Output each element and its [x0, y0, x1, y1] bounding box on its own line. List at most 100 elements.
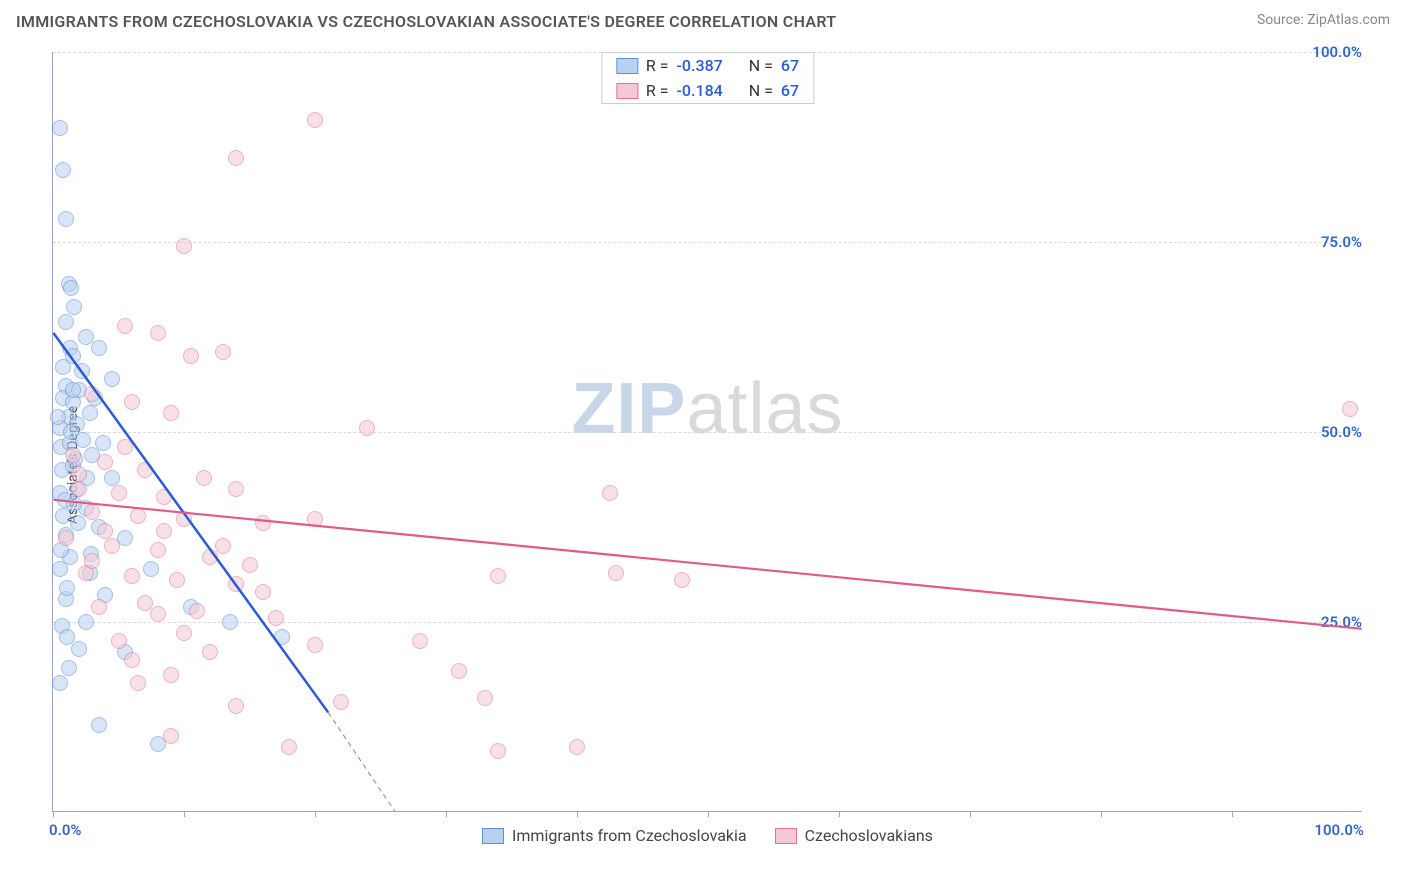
data-point-immigrants [78, 329, 94, 345]
data-point-czechoslovakians [124, 652, 140, 668]
data-point-immigrants [58, 314, 74, 330]
data-point-czechoslovakians [202, 644, 218, 660]
correlation-row-czech: R = -0.184 N = 67 [602, 78, 813, 103]
data-point-czechoslovakians [163, 667, 179, 683]
data-point-immigrants [59, 580, 75, 596]
data-point-immigrants [82, 405, 98, 421]
data-point-czechoslovakians [602, 485, 618, 501]
data-point-immigrants [50, 409, 66, 425]
r-label: R = [646, 81, 669, 100]
data-point-czechoslovakians [117, 318, 133, 334]
data-point-immigrants [274, 629, 290, 645]
data-point-czechoslovakians [130, 675, 146, 691]
x-tick [1101, 811, 1102, 817]
data-point-czechoslovakians [150, 325, 166, 341]
data-point-czechoslovakians [228, 150, 244, 166]
correlation-legend: R = -0.387 N = 67 R = -0.184 N = 67 [601, 52, 814, 104]
data-point-immigrants [52, 561, 68, 577]
data-point-czechoslovakians [183, 348, 199, 364]
series-legend: Immigrants from Czechoslovakia Czechoslo… [53, 826, 1362, 845]
data-point-czechoslovakians [117, 439, 133, 455]
legend-item-czech: Czechoslovakians [775, 826, 933, 845]
data-point-czechoslovakians [255, 515, 271, 531]
source-attribution: Source: ZipAtlas.com [1257, 12, 1390, 28]
r-label: R = [646, 56, 669, 75]
data-point-immigrants [63, 280, 79, 296]
data-point-czechoslovakians [104, 538, 120, 554]
data-point-czechoslovakians [608, 565, 624, 581]
data-point-immigrants [52, 675, 68, 691]
data-point-czechoslovakians [130, 508, 146, 524]
data-point-czechoslovakians [137, 462, 153, 478]
data-point-czechoslovakians [97, 454, 113, 470]
data-point-czechoslovakians [359, 420, 375, 436]
data-point-immigrants [78, 614, 94, 630]
data-point-czechoslovakians [176, 238, 192, 254]
data-point-immigrants [55, 162, 71, 178]
data-point-czechoslovakians [156, 523, 172, 539]
data-point-czechoslovakians [215, 538, 231, 554]
data-point-immigrants [143, 561, 159, 577]
x-tick [708, 811, 709, 817]
data-point-immigrants [91, 340, 107, 356]
x-tick [315, 811, 316, 817]
n-value-czech: 67 [781, 81, 799, 100]
n-label: N = [749, 56, 773, 75]
data-point-immigrants [66, 496, 82, 512]
data-point-immigrants [58, 211, 74, 227]
x-tick [53, 811, 54, 817]
data-point-immigrants [65, 382, 81, 398]
data-point-czechoslovakians [156, 489, 172, 505]
data-point-czechoslovakians [674, 572, 690, 588]
plot-area: ZIPatlas R = -0.387 N = 67 R = -0.184 N … [52, 52, 1362, 812]
data-point-czechoslovakians [477, 690, 493, 706]
data-point-czechoslovakians [307, 112, 323, 128]
legend-item-immigrants: Immigrants from Czechoslovakia [482, 826, 747, 845]
swatch-immigrants [616, 58, 638, 74]
swatch-czech [616, 83, 638, 99]
data-point-czechoslovakians [451, 663, 467, 679]
data-point-czechoslovakians [176, 511, 192, 527]
data-point-immigrants [222, 614, 238, 630]
x-tick [839, 811, 840, 817]
data-point-czechoslovakians [71, 466, 87, 482]
r-value-czech: -0.184 [676, 81, 722, 100]
data-point-immigrants [52, 120, 68, 136]
data-point-czechoslovakians [228, 698, 244, 714]
data-point-czechoslovakians [150, 606, 166, 622]
data-point-immigrants [91, 717, 107, 733]
swatch-immigrants [482, 828, 504, 844]
data-point-czechoslovakians [84, 386, 100, 402]
data-point-czechoslovakians [163, 405, 179, 421]
legend-label-immigrants: Immigrants from Czechoslovakia [512, 826, 747, 845]
data-point-czechoslovakians [228, 576, 244, 592]
data-point-czechoslovakians [228, 481, 244, 497]
data-point-czechoslovakians [169, 572, 185, 588]
data-point-czechoslovakians [97, 523, 113, 539]
data-point-czechoslovakians [111, 485, 127, 501]
n-value-immigrants: 67 [781, 56, 799, 75]
correlation-row-immigrants: R = -0.387 N = 67 [602, 53, 813, 78]
data-point-czechoslovakians [242, 557, 258, 573]
data-point-czechoslovakians [65, 447, 81, 463]
data-point-czechoslovakians [333, 694, 349, 710]
x-tick [1232, 811, 1233, 817]
chart-container: Associate's Degree ZIPatlas R = -0.387 N… [0, 38, 1406, 892]
data-point-czechoslovakians [124, 568, 140, 584]
data-point-czechoslovakians [91, 599, 107, 615]
data-point-immigrants [63, 424, 79, 440]
data-point-immigrants [66, 299, 82, 315]
data-point-czechoslovakians [84, 504, 100, 520]
data-point-czechoslovakians [569, 739, 585, 755]
data-point-immigrants [104, 371, 120, 387]
data-point-czechoslovakians [124, 394, 140, 410]
x-tick [970, 811, 971, 817]
data-point-czechoslovakians [255, 584, 271, 600]
n-label: N = [749, 81, 773, 100]
data-point-czechoslovakians [196, 470, 212, 486]
r-value-immigrants: -0.387 [676, 56, 722, 75]
x-tick-label-right: 100.0% [1314, 821, 1364, 839]
data-point-czechoslovakians [58, 530, 74, 546]
data-point-immigrants [59, 629, 75, 645]
x-tick-label-left: 0.0% [49, 821, 81, 839]
